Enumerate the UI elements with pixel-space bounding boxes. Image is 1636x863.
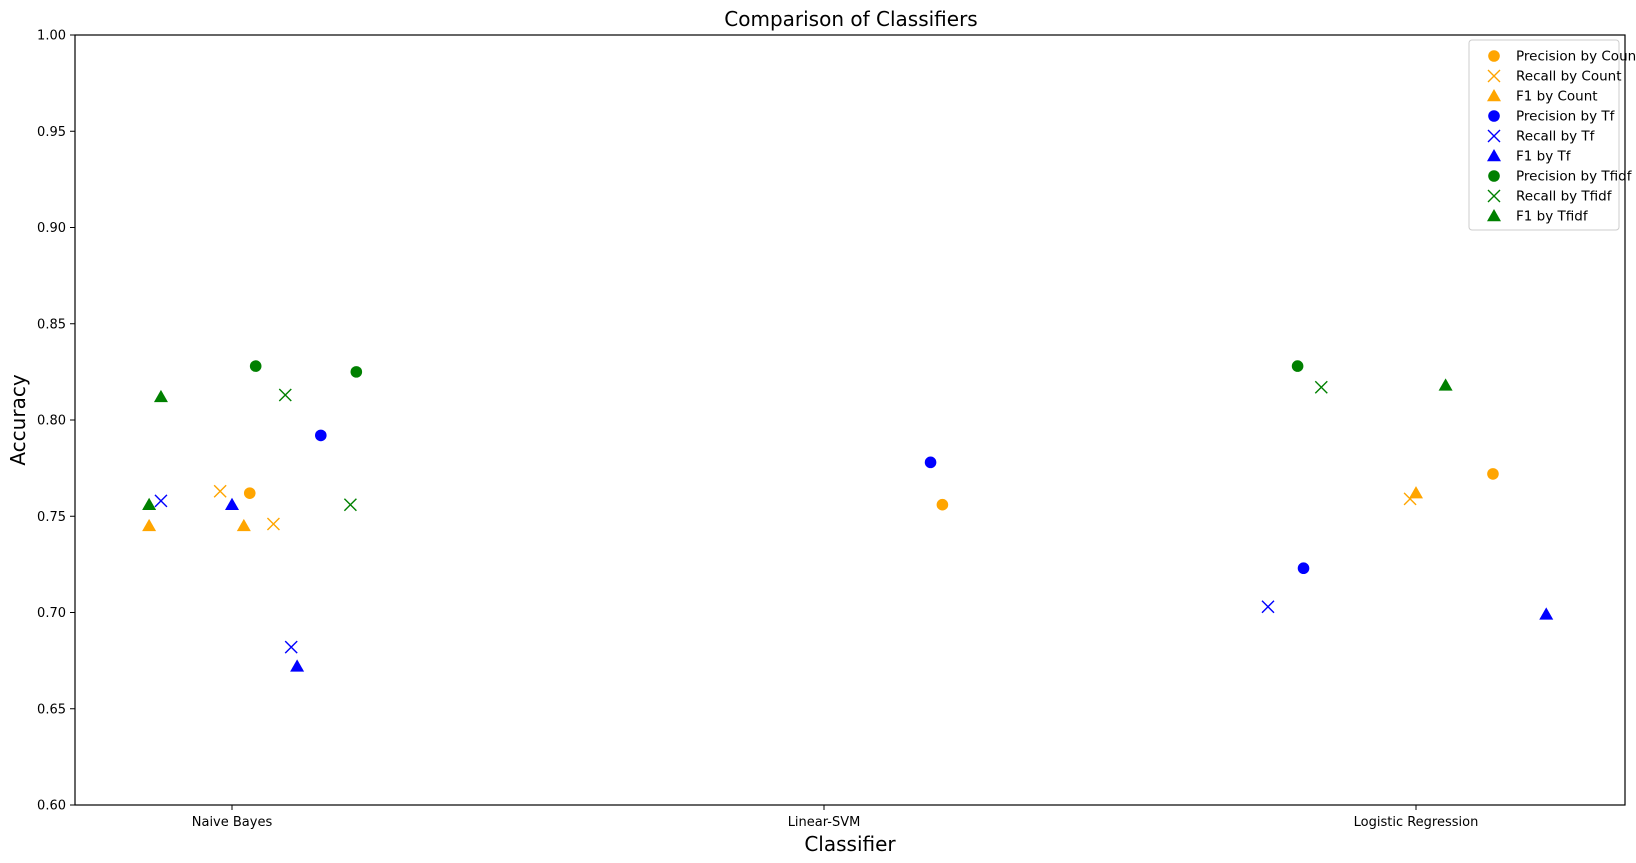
x-tick-label: Naive Bayes — [192, 815, 273, 830]
data-point-circle — [1487, 468, 1499, 480]
data-point-triangle — [1539, 607, 1554, 620]
y-tick-label: 0.75 — [37, 510, 66, 525]
data-point-triangle — [236, 518, 251, 532]
y-tick-label: 0.65 — [37, 702, 66, 717]
legend-item: Precision by Count — [1488, 49, 1636, 65]
data-point-triangle — [225, 497, 239, 510]
legend-item: F1 by Tfidf — [1487, 209, 1589, 225]
data-point-circle — [1297, 562, 1310, 575]
series-f1-by-tf — [225, 497, 1554, 672]
legend-marker-circle — [1488, 110, 1500, 122]
legend-item: Recall by Tf — [1487, 129, 1596, 145]
series-recall-by-tfidf — [278, 380, 1328, 512]
x-tick-label: Linear-SVM — [788, 815, 861, 830]
data-point-triangle — [1438, 378, 1453, 391]
series-f1-by-count — [142, 486, 1423, 532]
y-tick-label: 0.85 — [37, 317, 66, 332]
x-axis-title: Classifier — [804, 832, 896, 856]
y-axis-title: Accuracy — [6, 374, 30, 465]
legend-label: F1 by Count — [1516, 89, 1598, 105]
data-point-circle — [350, 366, 363, 378]
y-tick-label: 0.90 — [37, 221, 66, 236]
data-point-x — [284, 640, 298, 654]
y-axis: 0.60 0.65 0.70 0.75 0.80 0.85 0.90 0.95 1.00 — [37, 29, 75, 814]
data-point-triangle — [290, 659, 305, 672]
data-point-triangle — [153, 389, 168, 403]
series-precision-by-tfidf — [249, 360, 1304, 378]
legend-marker-circle — [1488, 50, 1500, 62]
series-precision-by-count — [243, 468, 1499, 511]
data-point-circle — [243, 487, 256, 499]
legend-item: F1 by Tf — [1487, 149, 1572, 165]
legend-box — [1468, 39, 1620, 231]
legend-label: Precision by Tf — [1516, 109, 1616, 125]
data-point-x — [343, 498, 357, 512]
y-tick-label: 0.80 — [37, 414, 66, 429]
x-axis: Naive Bayes Linear-SVM Logistic Regression — [192, 805, 1479, 830]
legend-label: Precision by Tfidf — [1516, 169, 1633, 185]
legend-label: Recall by Count — [1516, 69, 1622, 85]
legend-marker-circle — [1488, 170, 1500, 182]
data-point-circle — [315, 429, 327, 442]
legend-item: F1 by Count — [1487, 89, 1598, 105]
y-tick-label: 0.60 — [37, 799, 66, 814]
data-point-x — [154, 494, 168, 508]
legend-marker-triangle — [1487, 89, 1501, 102]
legend-marker-x — [1487, 69, 1501, 83]
legend-marker-x — [1487, 129, 1501, 143]
legend-label: Recall by Tfidf — [1516, 189, 1613, 205]
data-point-x — [278, 388, 292, 402]
series-recall-by-tf — [154, 494, 1275, 654]
legend-label: Recall by Tf — [1516, 129, 1596, 145]
data-point-triangle — [1409, 486, 1423, 499]
data-point-circle — [249, 360, 262, 372]
plot-area — [74, 34, 1626, 806]
legend-marker-triangle — [1487, 209, 1501, 222]
y-tick-label: 1.00 — [37, 29, 66, 44]
data-point-triangle — [142, 497, 157, 510]
y-tick-label: 0.70 — [37, 606, 66, 621]
data-point-x — [266, 517, 280, 531]
data-point-x — [1261, 600, 1275, 614]
legend-item: Recall by Tfidf — [1487, 189, 1613, 205]
y-tick-label: 0.95 — [37, 125, 66, 140]
legend-marker-triangle — [1487, 149, 1501, 162]
legend-item: Recall by Count — [1487, 69, 1622, 85]
data-point-circle — [924, 456, 937, 469]
legend-label: F1 by Tfidf — [1516, 209, 1589, 225]
data-point-triangle — [142, 518, 157, 532]
data-point-x — [1314, 380, 1328, 394]
chart-title: Comparison of Classifiers — [724, 7, 977, 31]
data-point-circle — [936, 498, 949, 511]
legend-item: Precision by Tfidf — [1488, 169, 1633, 185]
data-markers — [142, 360, 1554, 672]
data-point-circle — [1291, 360, 1304, 372]
data-point-x — [213, 484, 227, 498]
series-f1-by-tfidf — [142, 378, 1453, 510]
legend-label: F1 by Tf — [1516, 149, 1572, 165]
series-precision-by-tf — [315, 429, 1310, 575]
legend-label: Precision by Count — [1516, 49, 1636, 65]
legend: Precision by Count Recall by Count F1 by C… — [1468, 39, 1636, 231]
x-tick-label: Logistic Regression — [1354, 815, 1479, 830]
legend-marker-x — [1487, 189, 1501, 203]
legend-item: Precision by Tf — [1488, 109, 1616, 125]
